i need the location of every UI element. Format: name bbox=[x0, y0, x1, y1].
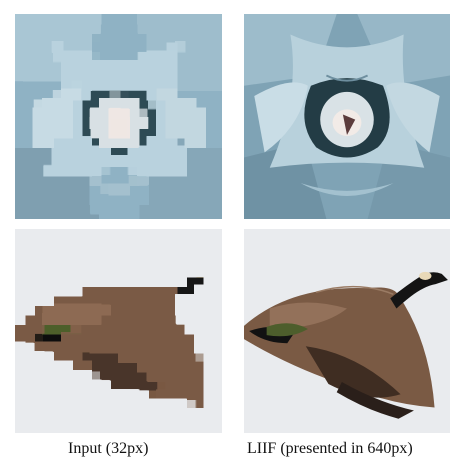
liif-goose-image bbox=[244, 229, 450, 433]
liif-succulent-image bbox=[244, 14, 450, 219]
input-goose-image bbox=[15, 229, 222, 433]
liif-caption: LIIF (presented in 640px) bbox=[247, 440, 413, 457]
input-succulent-image bbox=[15, 14, 222, 219]
input-caption: Input (32px) bbox=[68, 440, 149, 457]
